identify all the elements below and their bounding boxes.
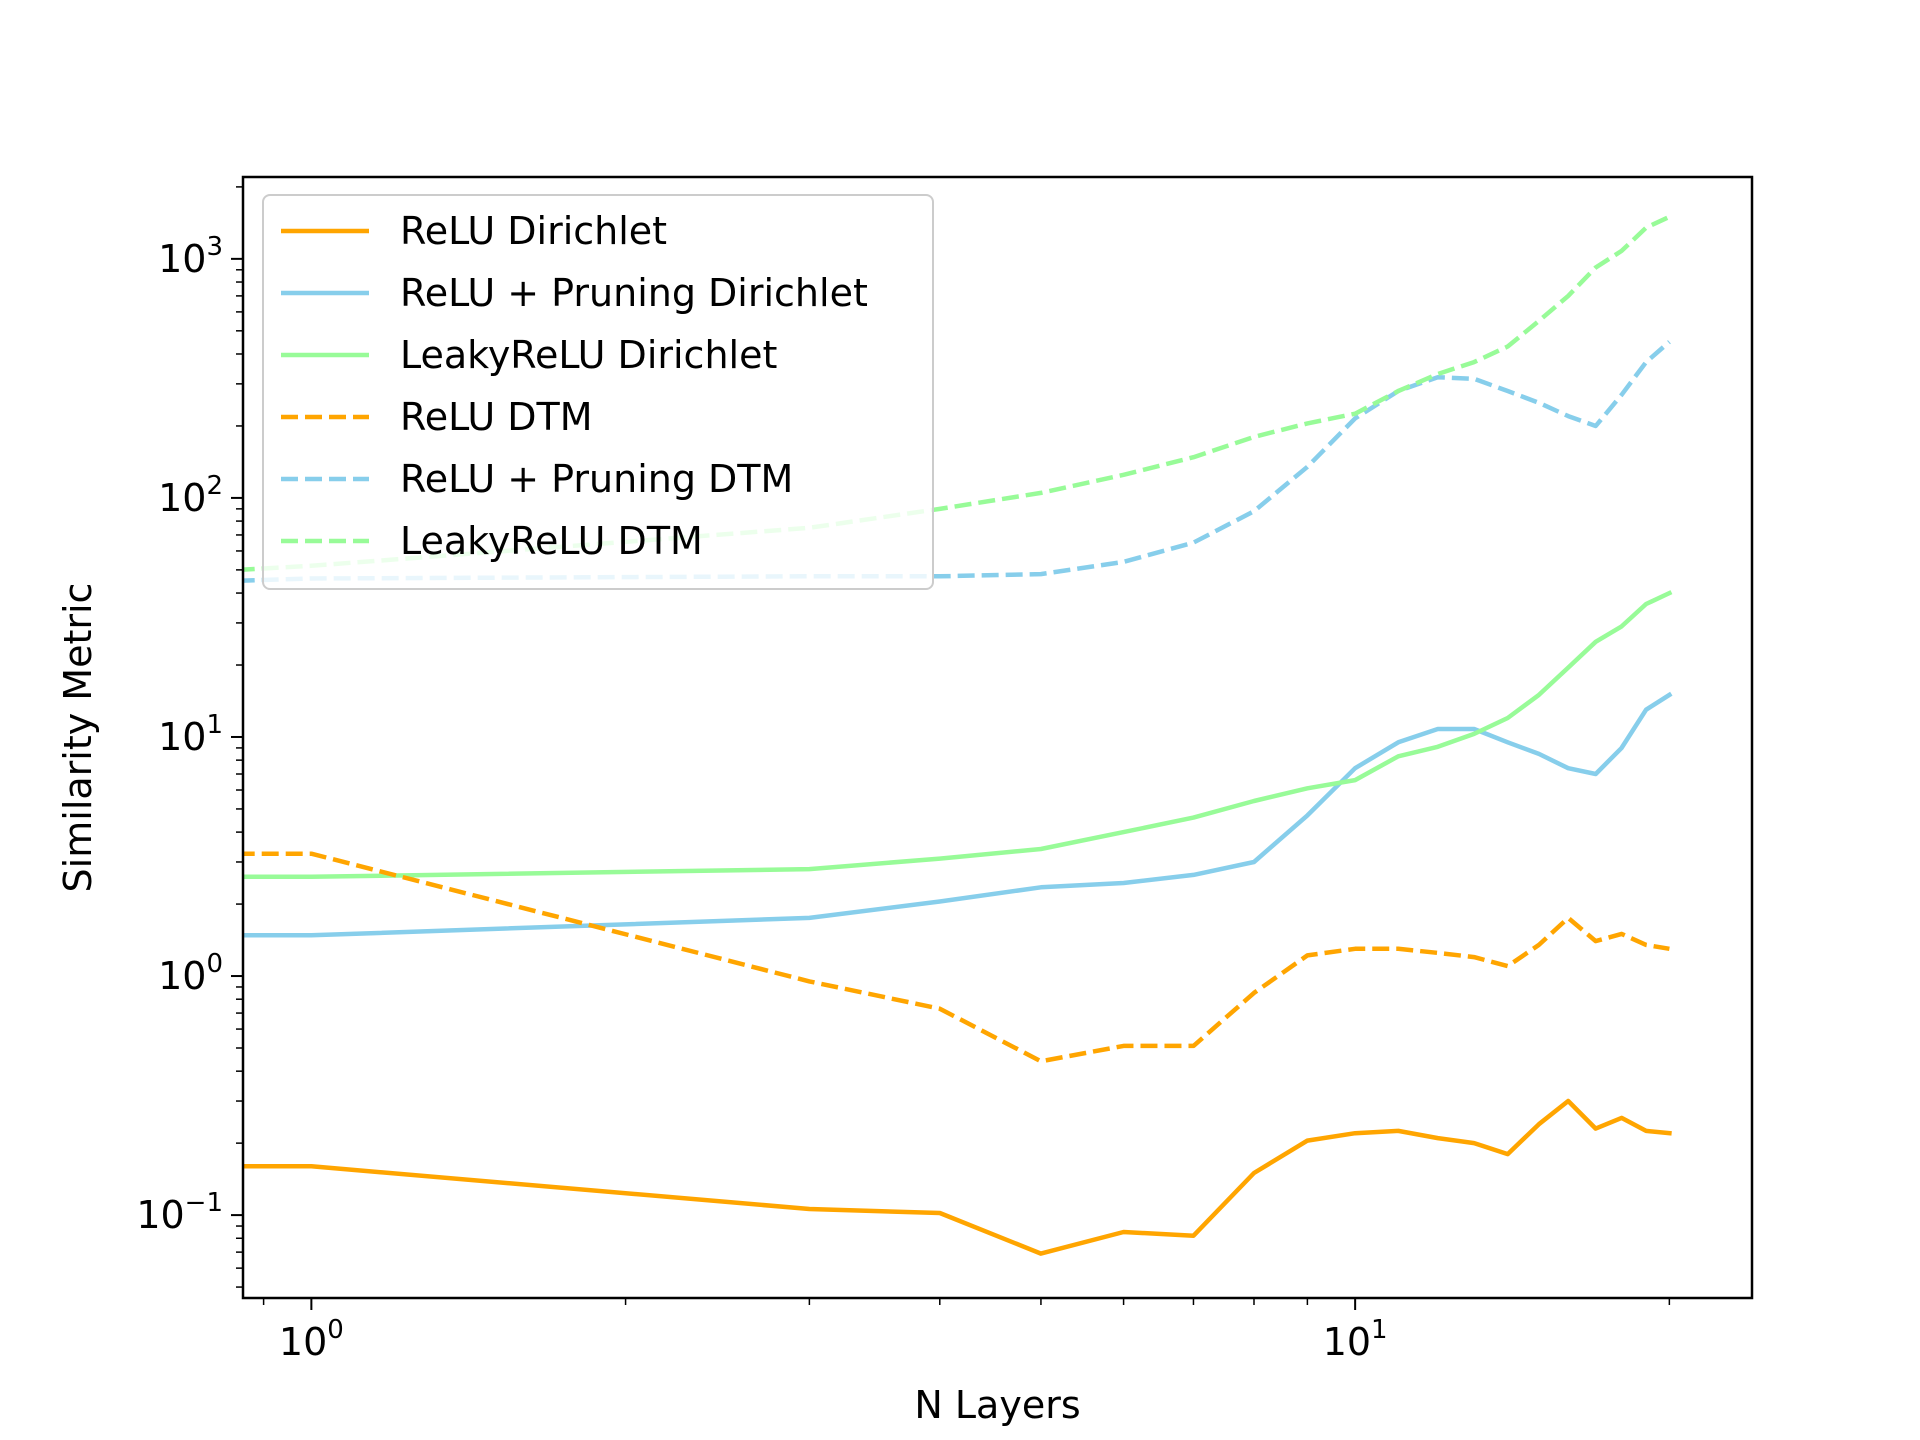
x-tick-label: 101 [1323, 1315, 1388, 1364]
legend-label: ReLU + Pruning DTM [400, 457, 793, 501]
series-line-1 [243, 1098, 1672, 1256]
legend: ReLU Dirichlet ReLU + Pruning Dirichlet Le… [262, 194, 934, 590]
series-layer [243, 214, 1673, 1256]
legend-label: ReLU Dirichlet [400, 209, 667, 253]
x-axis-label: N Layers [914, 1383, 1080, 1427]
series-line-6 [243, 214, 1671, 572]
ticks-layer: 10−1 100 101 102 103 100 101 [136, 186, 1671, 1364]
y-tick-label: 102 [158, 471, 223, 520]
y-tick-label: 100 [158, 949, 223, 998]
plot-frame [241, 175, 1754, 1300]
series-line-2 [243, 691, 1673, 938]
y-axis-label: Similarity Metric [56, 583, 100, 893]
series-line-4 [243, 851, 1670, 1064]
x-tick-label: 100 [279, 1315, 344, 1364]
y-tick-label: 10−1 [136, 1188, 223, 1237]
y-tick-label: 101 [158, 710, 223, 759]
legend-label: ReLU DTM [400, 395, 593, 439]
legend-box [262, 194, 934, 590]
y-tick-label: 103 [158, 232, 223, 281]
legend-label: LeakyReLU Dirichlet [400, 333, 777, 377]
series-line-3 [243, 590, 1673, 880]
legend-label: ReLU + Pruning Dirichlet [400, 271, 868, 315]
legend-label: LeakyReLU DTM [400, 519, 703, 563]
